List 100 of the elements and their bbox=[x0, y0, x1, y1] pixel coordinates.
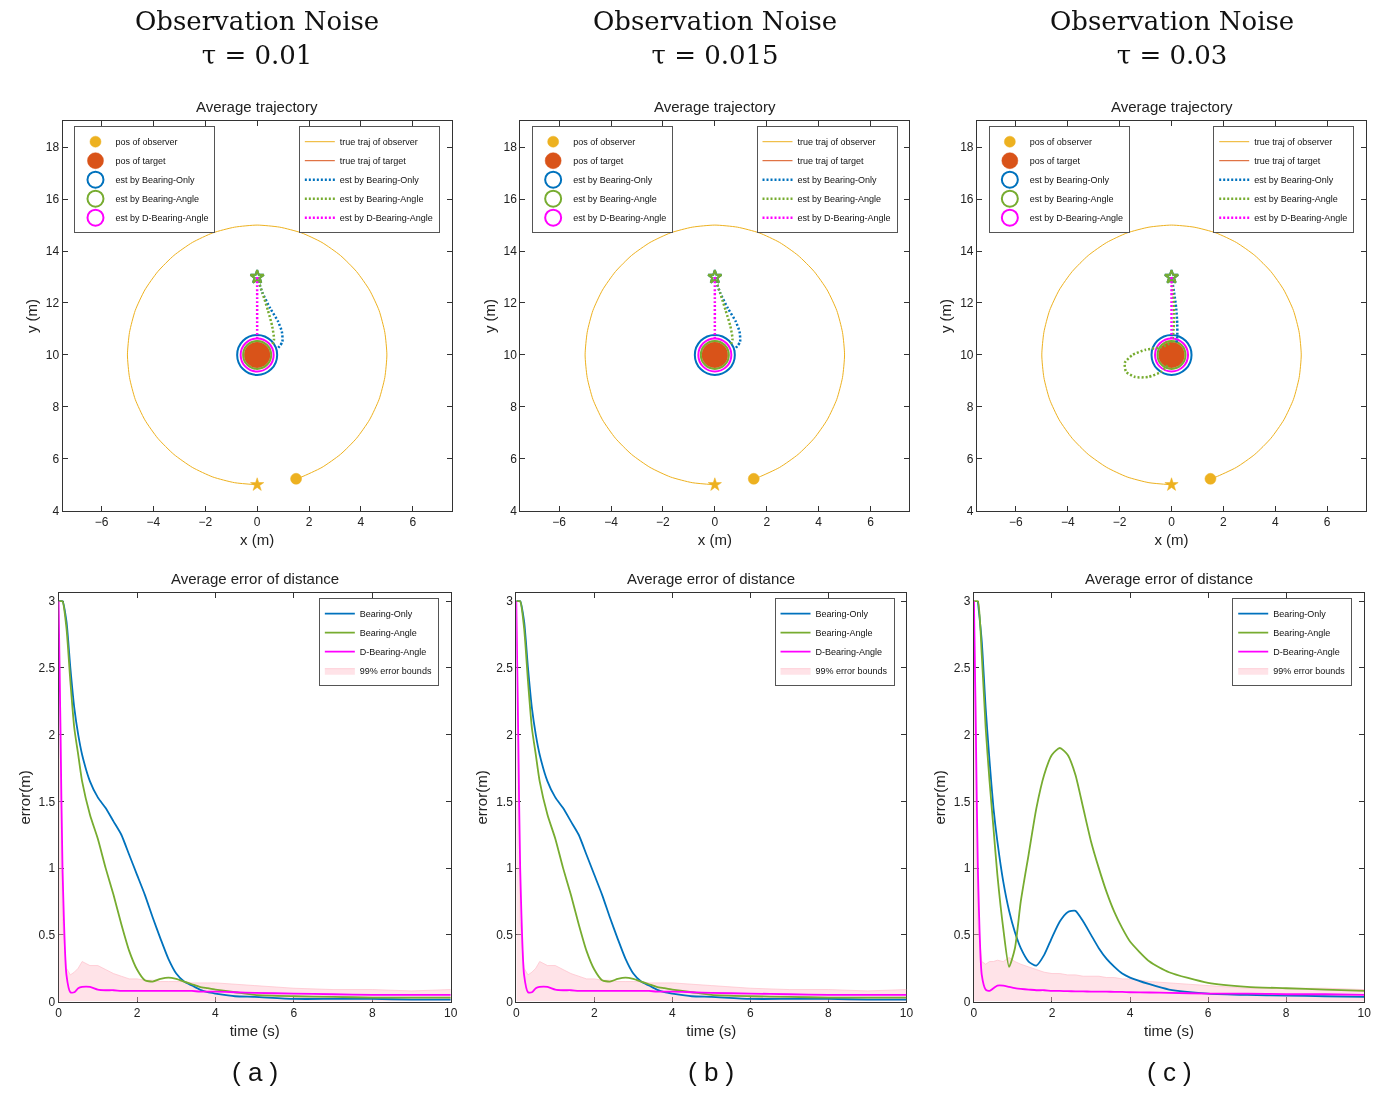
y-tick-label: 4 bbox=[52, 503, 60, 518]
y-tick-label: 6 bbox=[510, 451, 518, 466]
y-tick-label: 10 bbox=[45, 348, 60, 363]
legend-label: Bearing-Angle bbox=[815, 628, 873, 639]
y-tick-label: 18 bbox=[960, 140, 974, 155]
x-axis-title: x (m) bbox=[240, 531, 275, 549]
legend-label: est by Bearing-Only bbox=[573, 175, 653, 186]
y-tick-label: 2.5 bbox=[953, 661, 971, 676]
legend-label: pos of target bbox=[1029, 156, 1081, 167]
x-tick-label: 10 bbox=[444, 1005, 458, 1020]
y-tick-label: 16 bbox=[503, 192, 518, 207]
y-tick-label: 0 bbox=[48, 994, 56, 1009]
x-tick-label: 10 bbox=[899, 1005, 914, 1020]
y-tick-label: 6 bbox=[966, 451, 974, 466]
x-tick-label: 4 bbox=[212, 1005, 220, 1020]
x-tick-label: 6 bbox=[290, 1005, 298, 1020]
x-tick-label: −6 bbox=[552, 515, 567, 530]
legend-label: est by Bearing-Only bbox=[1254, 175, 1334, 186]
legend-label: pos of observer bbox=[115, 137, 178, 148]
y-tick-label: 10 bbox=[960, 348, 974, 363]
y-tick-label: 18 bbox=[503, 140, 518, 155]
x-tick-label: 0 bbox=[253, 515, 261, 530]
x-tick-label: 8 bbox=[368, 1005, 376, 1020]
legend-label: true traj of observer bbox=[339, 137, 418, 148]
y-tick-label: 10 bbox=[503, 348, 518, 363]
x-tick-label: 2 bbox=[1048, 1005, 1056, 1020]
y-tick-label: 0.5 bbox=[953, 928, 971, 943]
legend-label: pos of target bbox=[115, 156, 167, 167]
y-axis-title: error(m) bbox=[15, 770, 33, 825]
legend-label: est by D-Bearing-Angle bbox=[573, 213, 667, 224]
x-axis-title: x (m) bbox=[1154, 531, 1189, 549]
y-tick-label: 1 bbox=[506, 861, 514, 876]
x-tick-label: 2 bbox=[590, 1005, 598, 1020]
y-tick-label: 2 bbox=[506, 727, 514, 742]
legend-label: est by Bearing-Angle bbox=[1254, 194, 1338, 205]
x-tick-label: 4 bbox=[815, 515, 823, 530]
x-axis-title: time (s) bbox=[1144, 1021, 1195, 1039]
legend-label: Bearing-Only bbox=[1273, 609, 1327, 620]
y-tick-label: 2.5 bbox=[38, 661, 56, 676]
x-tick-label: −2 bbox=[1112, 515, 1127, 530]
y-tick-label: 8 bbox=[52, 400, 60, 415]
legend-label: pos of observer bbox=[573, 137, 636, 148]
y-tick-label: 1 bbox=[48, 861, 56, 876]
legend-label: Bearing-Angle bbox=[359, 628, 417, 639]
legend-label: est by D-Bearing-Angle bbox=[1254, 213, 1348, 224]
legend-label: est by Bearing-Only bbox=[115, 175, 196, 186]
chart-title: Average trajectory bbox=[1111, 98, 1233, 115]
y-axis-title: error(m) bbox=[473, 770, 491, 825]
x-tick-label: 8 bbox=[825, 1005, 833, 1020]
legend-label: true traj of target bbox=[339, 156, 407, 167]
y-tick-label: 0 bbox=[963, 994, 971, 1009]
chart-title: Average trajectory bbox=[196, 98, 318, 115]
x-tick-label: −2 bbox=[198, 515, 213, 530]
x-tick-label: −2 bbox=[656, 515, 671, 530]
legend-label: pos of target bbox=[573, 156, 624, 167]
x-axis-title: time (s) bbox=[686, 1021, 737, 1039]
x-tick-label: 6 bbox=[1323, 515, 1331, 530]
legend-label: est by Bearing-Angle bbox=[339, 194, 424, 205]
legend-label: pos of observer bbox=[1029, 137, 1092, 148]
x-tick-label: −4 bbox=[1060, 515, 1075, 530]
y-tick-label: 0.5 bbox=[38, 928, 56, 943]
chart-title: Average error of distance bbox=[1085, 570, 1254, 587]
chart-title: Average trajectory bbox=[654, 98, 776, 115]
x-tick-label: 4 bbox=[669, 1005, 676, 1020]
y-tick-label: 12 bbox=[960, 296, 974, 311]
y-tick-label: 6 bbox=[52, 451, 60, 466]
y-tick-label: 12 bbox=[45, 296, 60, 311]
y-axis-title: error(m) bbox=[931, 770, 949, 825]
x-tick-label: 2 bbox=[305, 515, 313, 530]
legend-label: true traj of target bbox=[1254, 156, 1321, 167]
y-tick-label: 8 bbox=[966, 400, 974, 415]
y-axis-title: y (m) bbox=[23, 298, 41, 334]
y-tick-label: 0.5 bbox=[496, 928, 514, 943]
legend-label: est by Bearing-Angle bbox=[573, 194, 657, 205]
text: ( c ) bbox=[1147, 1057, 1192, 1087]
text: ( a ) bbox=[232, 1057, 279, 1087]
legend-label: est by Bearing-Angle bbox=[797, 194, 882, 205]
y-tick-label: 8 bbox=[510, 400, 518, 415]
x-tick-label: −4 bbox=[146, 515, 161, 530]
y-tick-label: 1.5 bbox=[496, 794, 514, 809]
legend-label: 99% error bounds bbox=[1273, 666, 1346, 677]
legend-label: est by Bearing-Only bbox=[797, 175, 878, 186]
y-tick-label: 0 bbox=[506, 994, 514, 1009]
legend-label: est by Bearing-Only bbox=[339, 175, 420, 186]
y-tick-label: 2.5 bbox=[496, 661, 514, 676]
x-tick-label: 6 bbox=[409, 515, 417, 530]
y-tick-label: 16 bbox=[960, 192, 974, 207]
x-tick-label: 4 bbox=[1126, 1005, 1134, 1020]
y-axis-title: y (m) bbox=[480, 298, 498, 334]
legend-label: true traj of observer bbox=[797, 137, 876, 148]
x-tick-label: 4 bbox=[1271, 515, 1279, 530]
y-tick-label: 1.5 bbox=[38, 794, 56, 809]
legend-label: true traj of target bbox=[797, 156, 865, 167]
y-axis-title: y (m) bbox=[937, 298, 955, 334]
x-tick-label: 2 bbox=[133, 1005, 141, 1020]
text: Observation Noise τ = 0.03 bbox=[1050, 6, 1295, 70]
x-tick-label: −4 bbox=[604, 515, 619, 530]
legend-label: D-Bearing-Angle bbox=[1273, 647, 1340, 658]
x-tick-label: 6 bbox=[1204, 1005, 1212, 1020]
legend-label: 99% error bounds bbox=[815, 666, 888, 677]
